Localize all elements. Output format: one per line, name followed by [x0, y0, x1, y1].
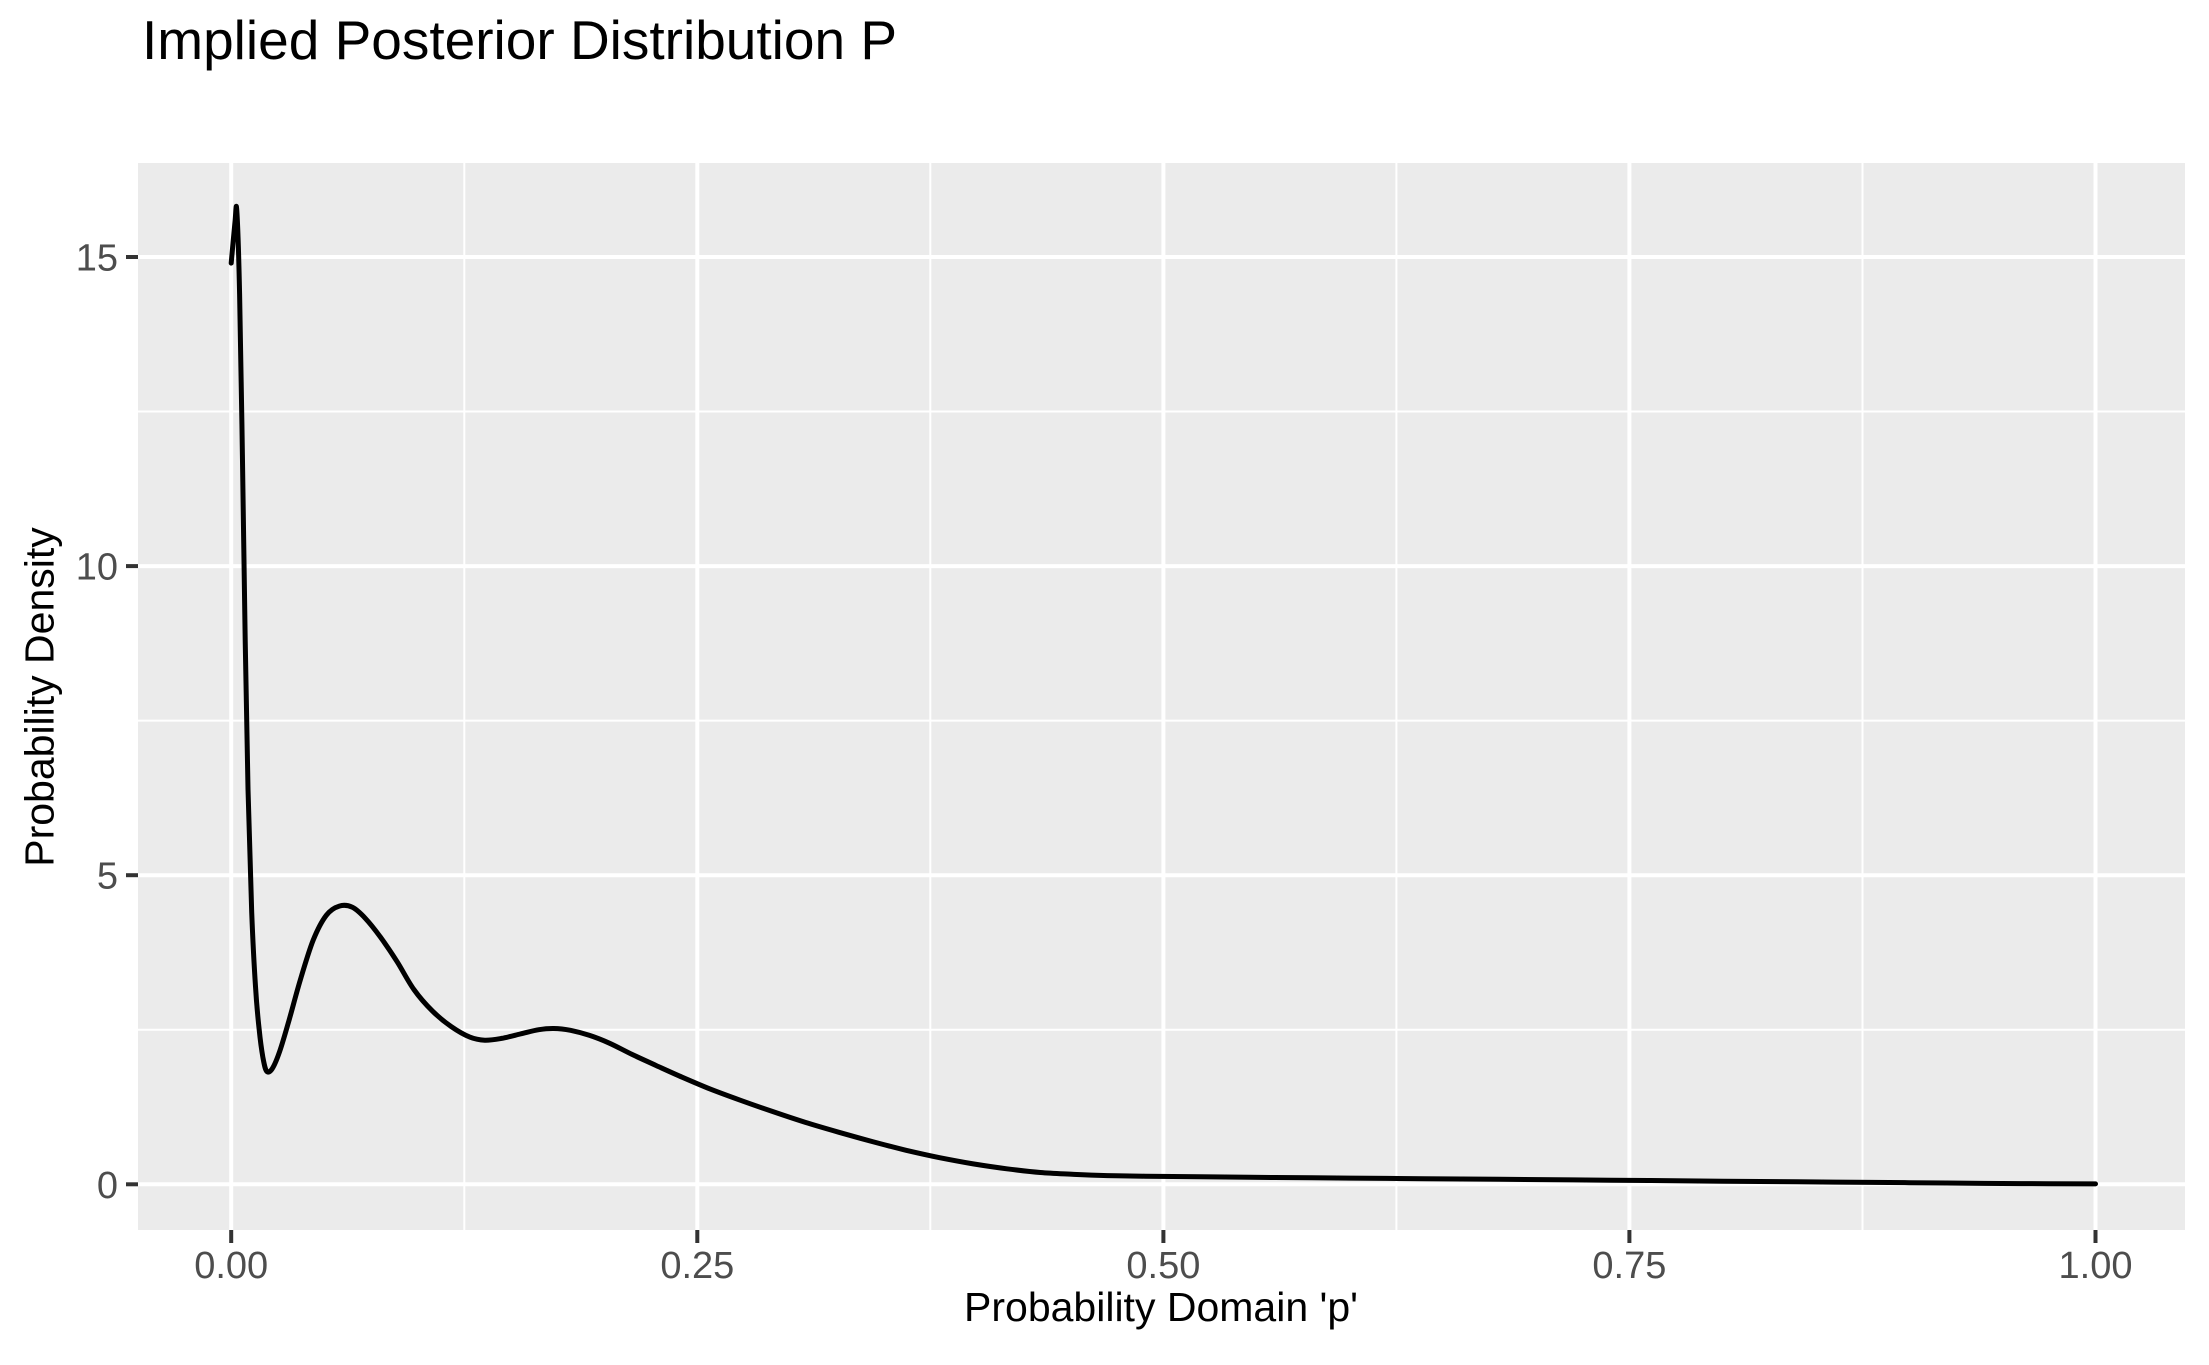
x-tick-label: 0.00 [194, 1245, 268, 1287]
x-tick-label: 0.50 [1126, 1245, 1200, 1287]
y-tick-label: 0 [97, 1165, 118, 1207]
x-tick-label: 0.25 [660, 1245, 734, 1287]
x-tick-label: 1.00 [2059, 1245, 2133, 1287]
x-axis-title: Probability Domain 'p' [964, 1284, 1358, 1330]
density-curve [228, 203, 2098, 1187]
y-axis-title: Probability Density [16, 527, 63, 867]
y-tick-label: 10 [76, 547, 118, 589]
y-tick-label: 5 [97, 856, 118, 898]
x-tick-label: 0.75 [1592, 1245, 1666, 1287]
y-tick-label: 15 [76, 238, 118, 280]
plot-title: Implied Posterior Distribution P [142, 9, 898, 71]
